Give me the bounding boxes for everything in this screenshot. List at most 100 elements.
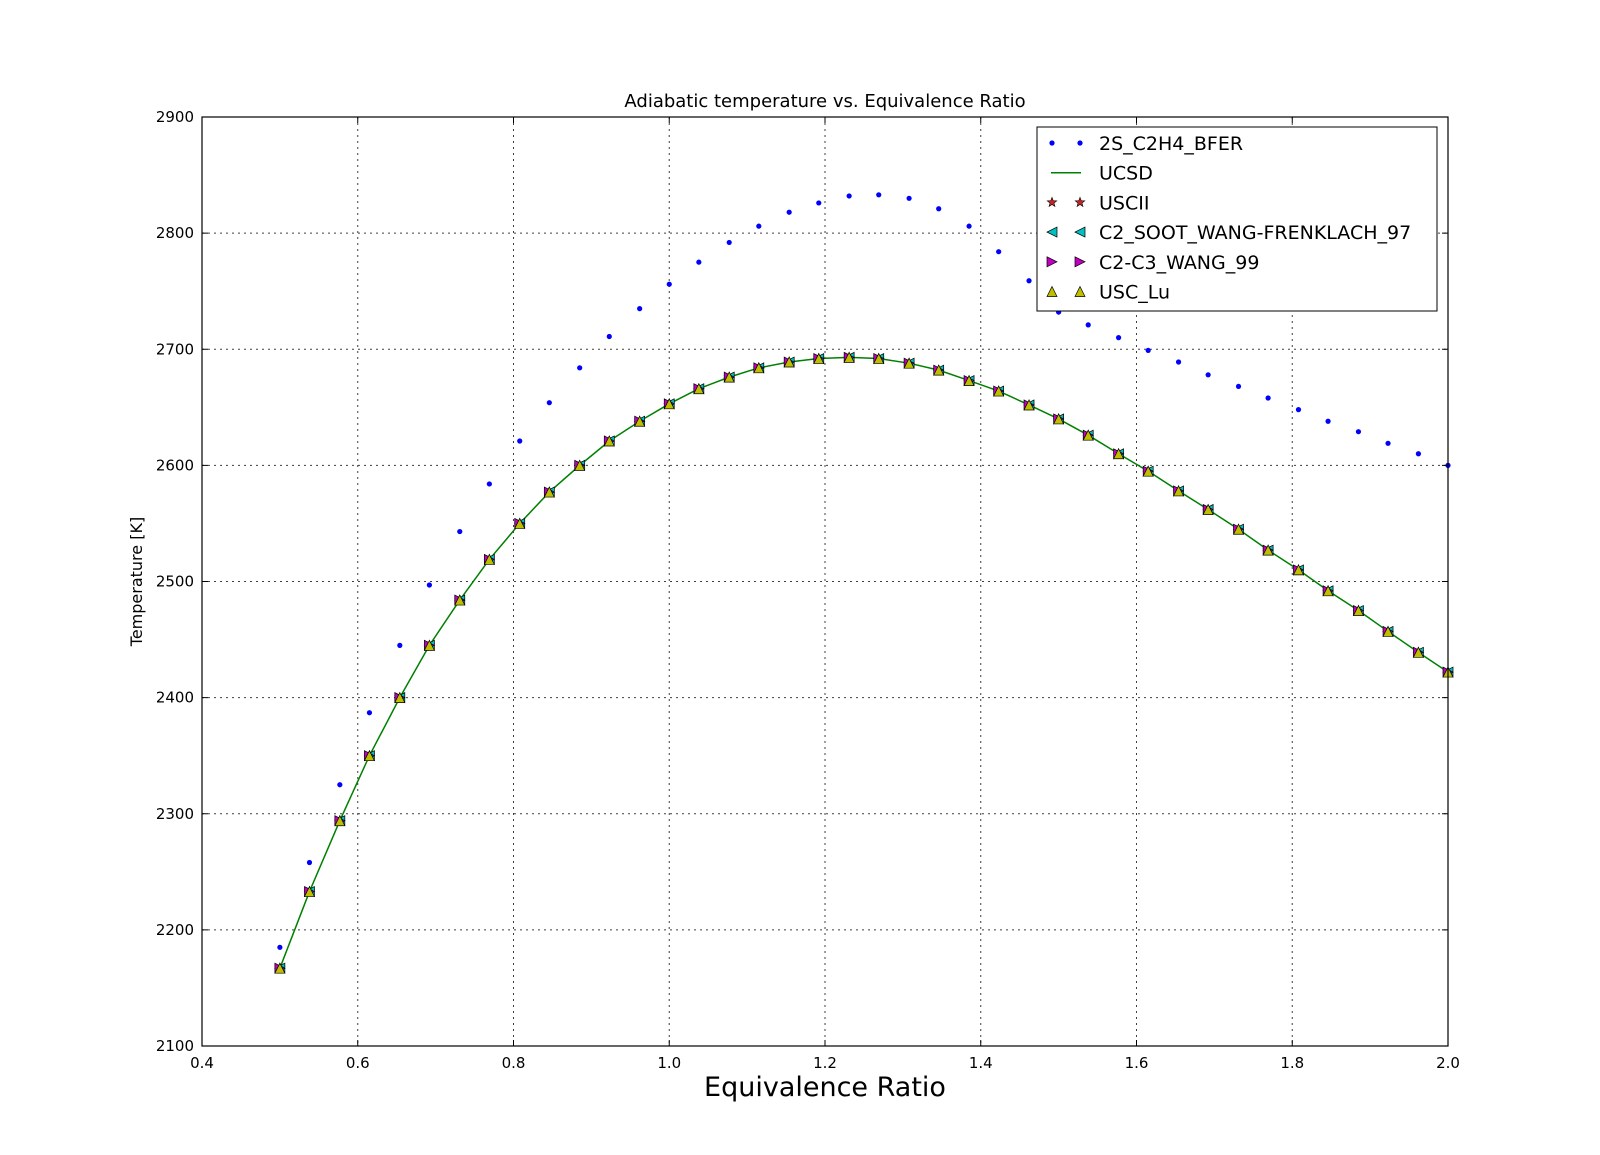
data-point — [394, 691, 406, 703]
data-point — [606, 333, 612, 340]
legend-entry: USC_Lu — [1046, 282, 1170, 304]
x-tick-label: 1.2 — [813, 1054, 837, 1072]
x-tick-label: 2.0 — [1436, 1054, 1460, 1072]
data-point — [483, 553, 495, 565]
data-point — [1322, 585, 1334, 597]
data-point — [397, 642, 403, 648]
data-point — [1325, 418, 1331, 424]
data-point — [963, 374, 975, 386]
data-point — [996, 249, 1002, 255]
legend-marker — [1077, 140, 1083, 146]
legend-label: C2-C3_WANG_99 — [1099, 252, 1259, 274]
data-point — [1412, 646, 1424, 658]
data-point — [277, 944, 283, 950]
series-line — [279, 356, 1449, 969]
x-tick-label: 1.0 — [657, 1054, 681, 1072]
data-point — [933, 364, 945, 376]
data-point — [1232, 523, 1245, 535]
legend-label: USCII — [1099, 192, 1149, 214]
data-point — [1202, 503, 1214, 515]
x-tick-label: 0.4 — [190, 1054, 214, 1072]
data-point — [666, 281, 672, 287]
data-point — [1082, 429, 1094, 441]
series-uscii — [274, 351, 1454, 973]
data-point — [1355, 429, 1362, 435]
legend-marker — [1074, 256, 1086, 268]
legend-entry: 2S_C2H4_BFER — [1049, 133, 1243, 155]
data-point — [577, 365, 583, 371]
data-point — [457, 528, 463, 535]
data-point — [1023, 399, 1035, 411]
legend-label: C2_SOOT_WANG-FRENKLACH_97 — [1099, 222, 1411, 244]
data-point — [1415, 451, 1422, 457]
data-point — [1175, 359, 1182, 365]
data-point — [363, 749, 375, 762]
data-point — [366, 710, 373, 716]
data-point — [873, 352, 885, 364]
legend-marker — [1049, 140, 1055, 146]
data-point — [903, 357, 915, 369]
data-point — [1265, 395, 1271, 401]
legend-box — [1036, 126, 1438, 312]
data-point — [1026, 278, 1032, 284]
legend-marker — [1046, 256, 1058, 268]
data-point — [813, 352, 825, 364]
data-point — [1352, 604, 1365, 616]
y-tick-label: 2800 — [156, 224, 194, 242]
data-point — [1205, 372, 1211, 378]
y-tick-label: 2200 — [156, 921, 194, 939]
data-point — [966, 223, 972, 229]
y-tick-label: 2100 — [156, 1037, 194, 1055]
series-usc-lu — [274, 351, 1454, 974]
data-point — [1235, 383, 1242, 390]
y-tick-label: 2300 — [156, 805, 194, 823]
data-point — [756, 223, 762, 229]
legend-marker — [1046, 226, 1058, 238]
data-point — [1053, 413, 1065, 425]
data-point — [906, 195, 912, 201]
data-point — [936, 206, 942, 212]
data-point — [517, 438, 523, 444]
y-tick-label: 2700 — [156, 340, 194, 358]
legend-marker — [1074, 226, 1086, 238]
y-tick-label: 2400 — [156, 689, 194, 707]
data-point — [696, 259, 702, 265]
legend-entry: C2_SOOT_WANG-FRENKLACH_97 — [1046, 222, 1411, 244]
y-tick-label: 2500 — [156, 573, 194, 591]
data-point — [1115, 335, 1122, 341]
series-2s-c2h4-bfer — [277, 192, 1451, 950]
data-point — [337, 782, 343, 788]
data-point — [1292, 564, 1305, 576]
data-point — [1172, 485, 1185, 497]
x-tick-label: 1.4 — [969, 1054, 993, 1072]
data-point — [1262, 544, 1274, 556]
legend-marker — [1046, 196, 1058, 208]
data-point — [843, 351, 855, 363]
legend-entry: USCII — [1046, 192, 1149, 214]
y-axis-label: Temperature [K] — [127, 517, 146, 647]
legend-label: USC_Lu — [1099, 282, 1170, 304]
data-point — [334, 814, 346, 827]
chart-title: Adiabatic temperature vs. Equivalence Ra… — [624, 91, 1025, 112]
data-point — [1145, 347, 1151, 354]
data-point — [454, 594, 466, 606]
data-point — [663, 398, 675, 410]
series-layer — [274, 192, 1454, 974]
data-point — [753, 362, 765, 374]
data-point — [303, 885, 316, 897]
data-point — [423, 639, 435, 651]
data-point — [1113, 447, 1125, 460]
data-point — [693, 382, 705, 395]
x-tick-label: 1.6 — [1125, 1054, 1149, 1072]
x-tick-label: 1.8 — [1280, 1054, 1304, 1072]
series-c2-soot-wang-frenklach-97 — [274, 351, 1454, 974]
data-point — [876, 192, 882, 198]
data-point — [637, 306, 643, 312]
data-point — [1382, 625, 1394, 637]
data-point — [723, 371, 735, 383]
legend-label: 2S_C2H4_BFER — [1099, 133, 1243, 155]
series-ucsd — [279, 356, 1449, 969]
data-point — [574, 459, 586, 471]
x-axis-label: Equivalence Ratio — [704, 1072, 946, 1103]
